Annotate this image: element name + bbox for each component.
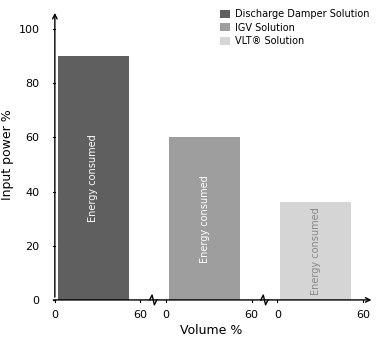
Bar (280, 203, 352, 300)
Legend: Discharge Damper Solution, IGV Solution, VLT® Solution: Discharge Damper Solution, IGV Solution,… (220, 9, 369, 46)
Y-axis label: Input power %: Input power % (1, 110, 14, 201)
Text: Energy consumed: Energy consumed (311, 207, 321, 295)
Bar (58, 56, 129, 300)
Text: Energy consumed: Energy consumed (88, 134, 98, 222)
X-axis label: Volume %: Volume % (180, 324, 243, 337)
Text: Energy consumed: Energy consumed (200, 175, 209, 263)
Bar (169, 137, 240, 300)
